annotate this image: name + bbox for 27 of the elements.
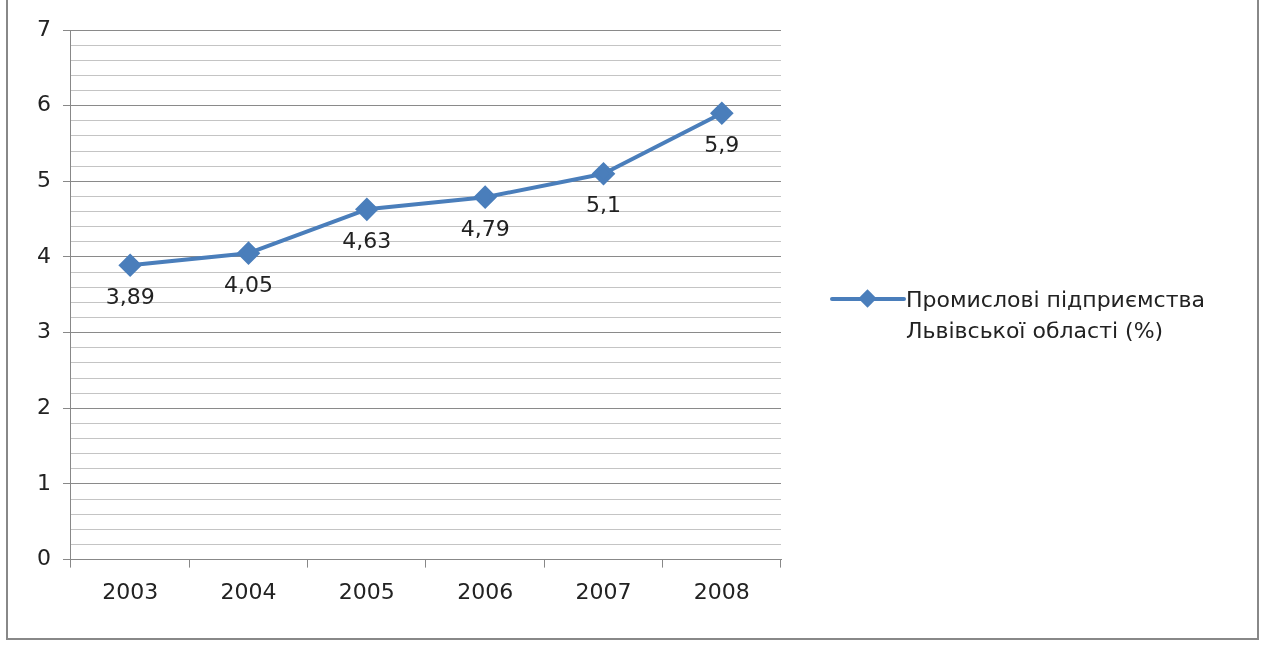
data-label: 5,9 xyxy=(704,131,740,157)
point xyxy=(237,242,260,265)
y-tick-label: 2 xyxy=(37,394,51,419)
y-tick-label: 0 xyxy=(37,545,51,571)
x-tick-label: 2004 xyxy=(220,578,277,604)
x-tick-label: 2005 xyxy=(338,578,395,604)
data-label: 5,1 xyxy=(586,192,621,218)
point xyxy=(710,102,733,125)
legend-label: Промислові підприємства Львівської області (%) xyxy=(906,286,1206,345)
y-tick-label: 4 xyxy=(37,242,51,268)
x-tick-label: 2008 xyxy=(693,578,750,604)
y-tick-label: 3 xyxy=(37,318,51,344)
x-tick-label: 2003 xyxy=(102,578,159,604)
data-label: 4,79 xyxy=(460,215,510,241)
point xyxy=(474,186,497,209)
y-tick-label: 5 xyxy=(37,167,51,193)
data-label: 3,89 xyxy=(105,284,155,310)
point xyxy=(355,198,378,221)
data-label: 4,63 xyxy=(342,228,392,254)
x-tick-label: 2007 xyxy=(575,578,632,604)
y-tick-label: 1 xyxy=(37,469,51,495)
point xyxy=(592,162,615,185)
data-label: 4,05 xyxy=(224,271,273,297)
point xyxy=(119,254,142,277)
y-tick-label: 7 xyxy=(37,15,51,41)
y-tick-label: 6 xyxy=(37,91,51,117)
x-tick-label: 2006 xyxy=(457,578,514,604)
